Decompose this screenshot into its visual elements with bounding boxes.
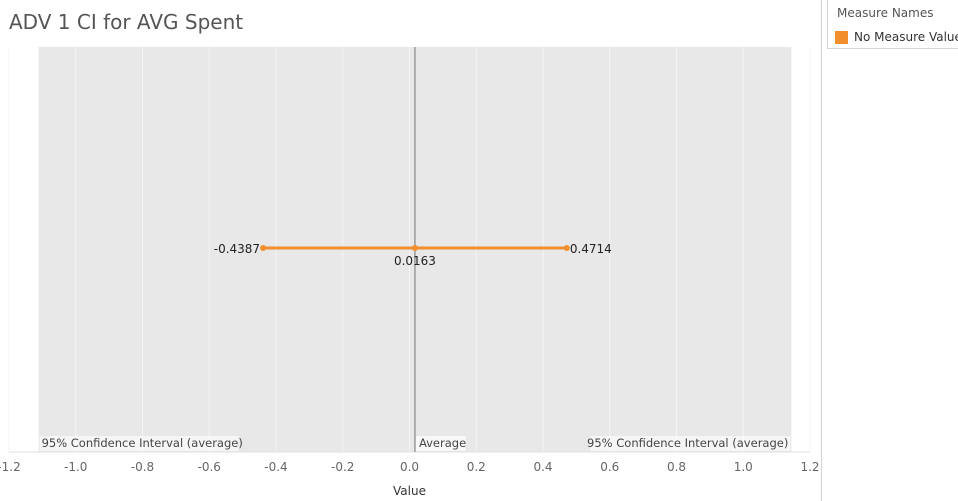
ci-point <box>411 245 418 251</box>
band-label-right: 95% Confidence Interval (average) <box>587 436 788 450</box>
x-tick-label: 0.2 <box>467 460 486 474</box>
band-label-left-bg <box>39 436 239 451</box>
x-tick-label: 1.0 <box>734 460 753 474</box>
x-tick-label: -0.4 <box>264 460 287 474</box>
data-label-average: 0.0163 <box>394 254 436 268</box>
data-label-upper: 0.4714 <box>570 242 612 256</box>
legend-item-no-measure-value[interactable]: No Measure Value <box>835 30 958 44</box>
x-tick-label: 0.4 <box>533 460 552 474</box>
average-label-bg <box>415 436 466 451</box>
ci-point <box>563 245 570 251</box>
x-tick-label: -0.2 <box>331 460 354 474</box>
x-tick-label: -1.2 <box>0 460 21 474</box>
band-label-right-bg <box>590 436 791 451</box>
ci-point <box>260 245 267 251</box>
legend-title: Measure Names <box>837 6 934 20</box>
x-tick-label: 0.0 <box>400 460 419 474</box>
x-tick-label: -0.6 <box>198 460 221 474</box>
band-label-left: 95% Confidence Interval (average) <box>42 436 243 450</box>
legend: Measure Names No Measure Value <box>827 0 958 49</box>
x-tick-label: 0.8 <box>667 460 686 474</box>
data-label-lower: -0.4387 <box>214 242 260 256</box>
legend-item-label: No Measure Value <box>854 30 958 44</box>
x-tick-label: -0.8 <box>131 460 154 474</box>
x-axis-title: Value <box>393 484 426 498</box>
x-tick-label: 1.2 <box>800 460 819 474</box>
x-tick-label: -1.0 <box>64 460 87 474</box>
ci-chart: -1.2 -1.0 -0.8 -0.6 -0.4 -0.2 0.0 0.2 0.4 0.6 0.8 1… <box>0 47 820 498</box>
chart-title: ADV 1 CI for AVG Spent <box>9 10 244 34</box>
average-label: Average <box>419 436 466 450</box>
x-tick-label: 0.6 <box>600 460 619 474</box>
legend-swatch <box>835 30 848 44</box>
legend-panel: Measure Names No Measure Value <box>821 0 958 501</box>
